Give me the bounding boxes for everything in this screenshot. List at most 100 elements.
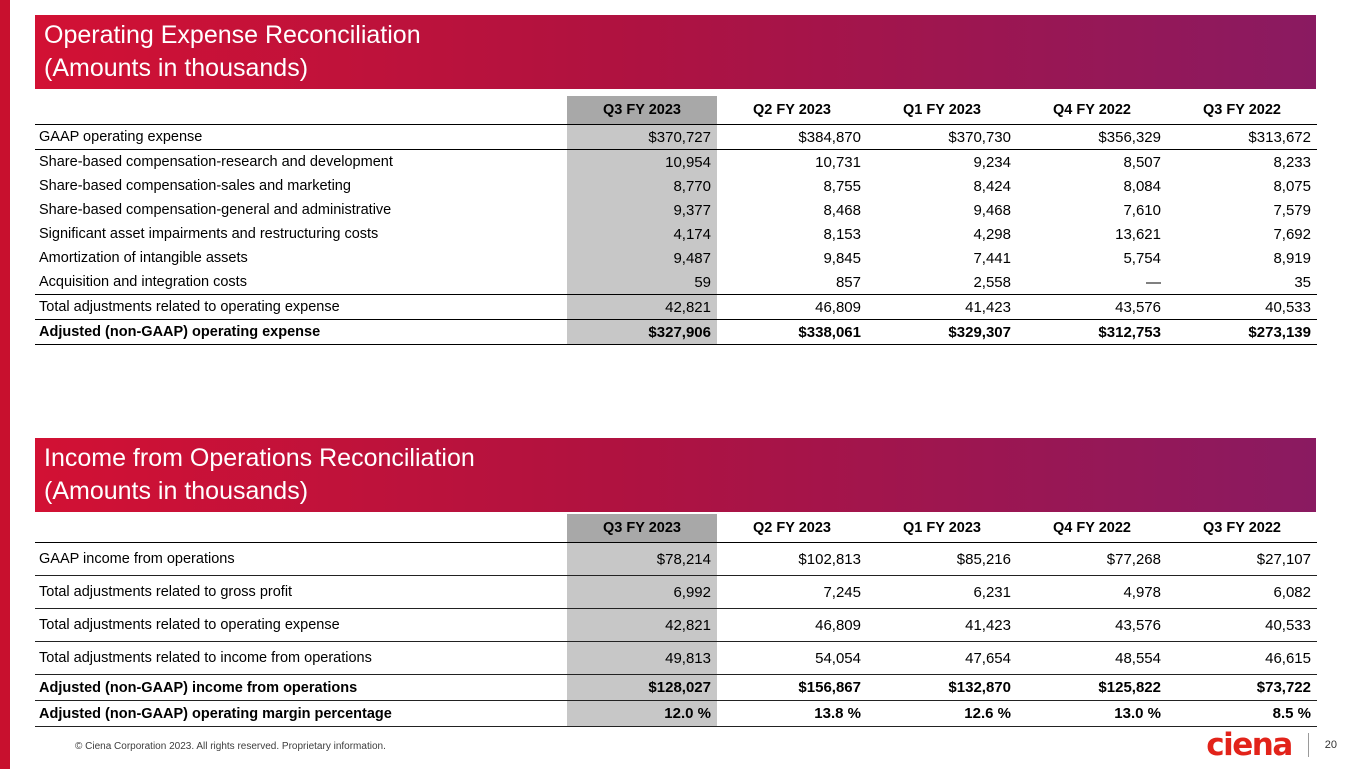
cell-value: 7,692 <box>1273 225 1311 243</box>
column-header: Q3 FY 2023 <box>567 96 717 125</box>
cell-value: $132,870 <box>948 679 1011 696</box>
cell-value: 48,554 <box>1115 649 1161 667</box>
cell-value: 10,731 <box>815 153 861 171</box>
table-header-row: Q3 FY 2023 Q2 FY 2023 Q1 FY 2023 Q4 FY 2… <box>35 514 1317 543</box>
row-label: Adjusted (non-GAAP) operating expense <box>39 324 321 340</box>
cell-value: 2,558 <box>973 273 1011 291</box>
cell-value: 8,919 <box>1273 249 1311 267</box>
operating-expense-banner: Operating Expense Reconciliation (Amount… <box>35 15 1316 89</box>
cell-value: 59 <box>567 270 717 295</box>
cell-value: 6,082 <box>1273 583 1311 601</box>
cell-value: 6,992 <box>567 575 717 609</box>
table-row: Total adjustments related to gross profi… <box>35 575 1317 609</box>
cell-value: $78,214 <box>567 542 717 576</box>
cell-value: 9,377 <box>567 198 717 222</box>
table-row: Total adjustments related to operating e… <box>35 608 1317 642</box>
table-row-total: Total adjustments related to income from… <box>35 641 1317 675</box>
copyright-text: © Ciena Corporation 2023. All rights res… <box>75 741 386 752</box>
column-header-empty <box>35 514 567 543</box>
cell-value: 41,423 <box>965 616 1011 634</box>
cell-value: 7,579 <box>1273 201 1311 219</box>
row-label: Adjusted (non-GAAP) income from operatio… <box>39 679 358 696</box>
cell-value: $85,216 <box>956 550 1011 568</box>
column-header: Q1 FY 2023 <box>903 520 981 536</box>
cell-value: 7,245 <box>823 583 861 601</box>
ciena-logo: ciena <box>1206 726 1293 763</box>
column-header: Q3 FY 2023 <box>567 514 717 543</box>
cell-value: 42,821 <box>567 608 717 642</box>
cell-value: 40,533 <box>1265 616 1311 634</box>
cell-value: 42,821 <box>567 294 717 320</box>
cell-value: 12.0 % <box>567 700 717 727</box>
cell-value: 8,084 <box>1123 177 1161 195</box>
table-row: Amortization of intangible assets 9,487 … <box>35 246 1317 270</box>
column-header: Q4 FY 2022 <box>1053 102 1131 118</box>
cell-value: $102,813 <box>798 550 861 568</box>
cell-value: 41,423 <box>965 298 1011 316</box>
cell-value: 54,054 <box>815 649 861 667</box>
cell-value: 857 <box>835 273 861 291</box>
row-label: GAAP operating expense <box>39 129 203 145</box>
cell-value: 5,754 <box>1123 249 1161 267</box>
left-accent-bar <box>0 0 10 769</box>
cell-value: 49,813 <box>567 641 717 675</box>
table-row-adjusted: Adjusted (non-GAAP) income from operatio… <box>35 674 1317 701</box>
cell-value: $338,061 <box>798 323 861 341</box>
cell-value: 10,954 <box>567 149 717 174</box>
cell-value: 35 <box>1294 273 1311 291</box>
table-row: Share-based compensation-sales and marke… <box>35 174 1317 198</box>
cell-value: $356,329 <box>1098 128 1161 146</box>
row-label: Amortization of intangible assets <box>39 250 248 266</box>
column-header: Q3 FY 2022 <box>1203 520 1281 536</box>
cell-value: 9,468 <box>973 201 1011 219</box>
column-header: Q1 FY 2023 <box>903 102 981 118</box>
column-header: Q2 FY 2023 <box>753 520 831 536</box>
cell-value: 8,075 <box>1273 177 1311 195</box>
cell-value: 8,424 <box>973 177 1011 195</box>
row-label: Significant asset impairments and restru… <box>39 226 379 242</box>
table-row: Share-based compensation-research and de… <box>35 149 1317 174</box>
cell-value: 12.6 % <box>964 705 1011 722</box>
cell-value: $313,672 <box>1248 128 1311 146</box>
cell-value: $370,730 <box>948 128 1011 146</box>
table-row: Significant asset impairments and restru… <box>35 222 1317 246</box>
cell-value: 8,770 <box>567 174 717 198</box>
cell-value: 40,533 <box>1265 298 1311 316</box>
table-row: Share-based compensation-general and adm… <box>35 198 1317 222</box>
cell-value: 46,615 <box>1265 649 1311 667</box>
table-row: GAAP income from operations $78,214 $102… <box>35 542 1317 576</box>
table-row-adjusted: Adjusted (non-GAAP) operating expense $3… <box>35 319 1317 345</box>
cell-value: 8,755 <box>823 177 861 195</box>
cell-value: 46,809 <box>815 298 861 316</box>
cell-value: 7,441 <box>973 249 1011 267</box>
row-label: Acquisition and integration costs <box>39 274 247 290</box>
page-number: 20 <box>1324 739 1337 751</box>
row-label: Total adjustments related to operating e… <box>39 617 340 633</box>
cell-value: $327,906 <box>567 319 717 345</box>
cell-value: 8,468 <box>823 201 861 219</box>
column-header: Q2 FY 2023 <box>753 102 831 118</box>
row-label: Total adjustments related to income from… <box>39 650 372 666</box>
cell-value: 13.0 % <box>1114 705 1161 722</box>
table-row: GAAP operating expense $370,727 $384,870… <box>35 124 1317 150</box>
column-header: Q3 FY 2022 <box>1203 102 1281 118</box>
cell-value: 47,654 <box>965 649 1011 667</box>
section-title: Operating Expense Reconciliation <box>44 21 421 49</box>
cell-value: 8,153 <box>823 225 861 243</box>
cell-value: $27,107 <box>1256 550 1311 568</box>
cell-value: 8,507 <box>1123 153 1161 171</box>
table-row-total: Total adjustments related to operating e… <box>35 294 1317 320</box>
cell-value: 4,174 <box>567 222 717 246</box>
cell-value: 46,809 <box>815 616 861 634</box>
column-header: Q4 FY 2022 <box>1053 520 1131 536</box>
row-label: Share-based compensation-research and de… <box>39 154 393 170</box>
row-label: GAAP income from operations <box>39 551 235 567</box>
table-row: Acquisition and integration costs 59 857… <box>35 270 1317 295</box>
cell-value: 43,576 <box>1115 298 1161 316</box>
cell-value: $370,727 <box>567 124 717 150</box>
cell-value: 8,233 <box>1273 153 1311 171</box>
section-subtitle: (Amounts in thousands) <box>44 54 309 82</box>
row-label: Share-based compensation-sales and marke… <box>39 178 351 194</box>
cell-value: 7,610 <box>1123 201 1161 219</box>
